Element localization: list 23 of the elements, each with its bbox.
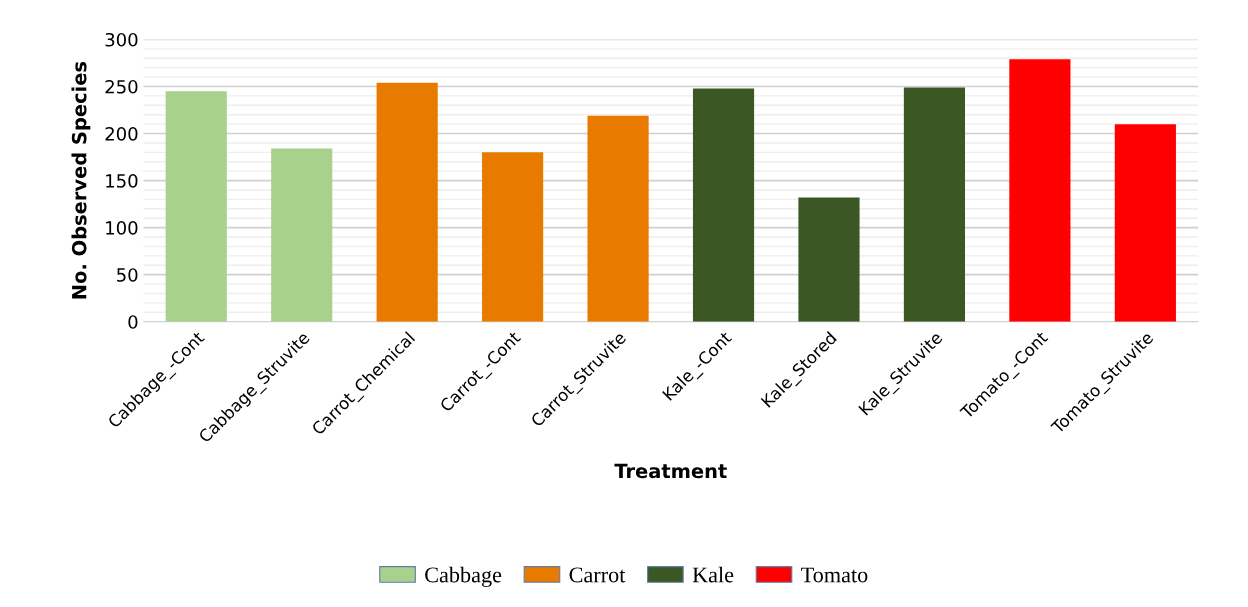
bar <box>1009 59 1071 322</box>
x-axis-title: Treatment <box>614 463 727 479</box>
y-tick-label: 0 <box>128 315 138 329</box>
bar <box>1114 124 1176 322</box>
legend-label: Cabbage <box>425 566 502 587</box>
legend-label: Carrot <box>569 567 626 583</box>
y-tick-label: 150 <box>106 174 138 188</box>
bar <box>482 152 544 322</box>
y-tick-label: 100 <box>106 221 138 235</box>
y-tick-label: 300 <box>105 32 138 47</box>
bar <box>271 148 333 322</box>
y-tick-label: 200 <box>105 127 138 141</box>
bar <box>692 88 755 322</box>
bar <box>903 87 966 322</box>
bar <box>587 115 649 322</box>
bar <box>165 91 227 322</box>
bar <box>798 197 860 322</box>
legend-label: Tomato <box>801 567 868 583</box>
y-tick-label: 50 <box>117 268 138 282</box>
y-tick-label: 250 <box>105 79 138 94</box>
y-axis-title: No. Observed Species <box>71 61 91 299</box>
bar <box>376 82 438 322</box>
legend-label: Kale <box>692 566 734 583</box>
